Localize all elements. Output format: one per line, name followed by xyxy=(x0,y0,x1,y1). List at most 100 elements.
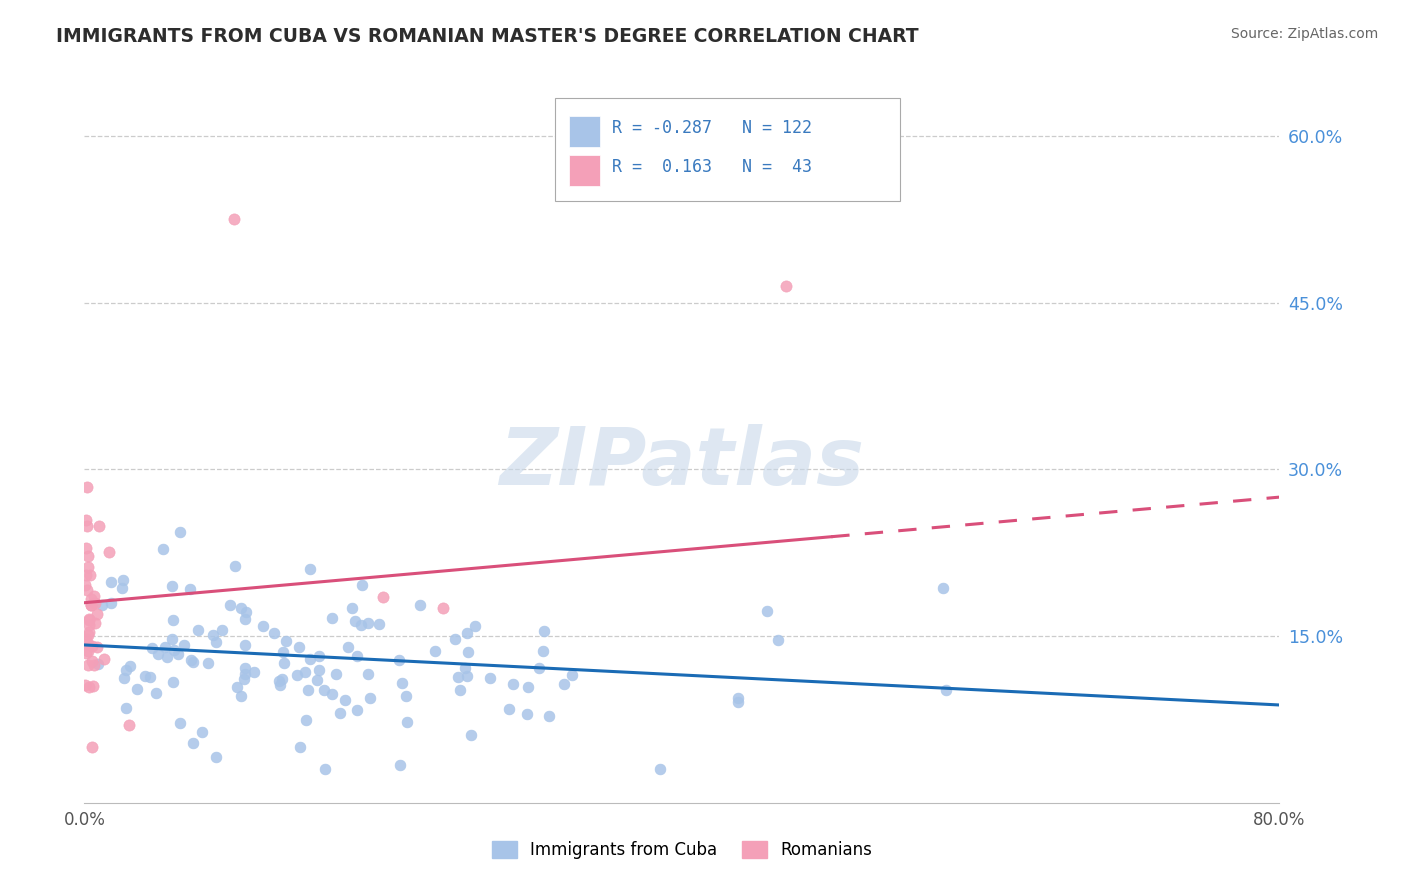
Point xyxy=(775,279,797,293)
Point xyxy=(235,605,257,619)
Point xyxy=(391,676,413,690)
Point xyxy=(141,641,163,656)
Point xyxy=(80,592,103,607)
Point xyxy=(755,604,778,618)
Point xyxy=(727,695,749,709)
Point xyxy=(76,644,98,658)
Point xyxy=(243,665,266,680)
Point xyxy=(211,623,233,637)
Point xyxy=(83,657,105,672)
Point xyxy=(218,598,240,612)
Point xyxy=(162,674,184,689)
Point xyxy=(224,559,246,574)
Point xyxy=(456,668,478,682)
Point xyxy=(298,652,321,666)
Point xyxy=(287,640,309,654)
Point xyxy=(502,677,524,691)
Point xyxy=(112,671,135,685)
Point xyxy=(298,562,321,576)
Point xyxy=(229,689,252,703)
Point xyxy=(181,655,204,669)
Point xyxy=(516,706,538,721)
Point xyxy=(357,616,380,631)
Point xyxy=(444,632,467,646)
Point xyxy=(449,683,471,698)
Point xyxy=(269,678,291,692)
Text: R = -0.287   N = 122: R = -0.287 N = 122 xyxy=(612,119,811,136)
Point xyxy=(134,668,156,682)
Point xyxy=(294,665,316,680)
Point xyxy=(86,657,108,672)
Point xyxy=(162,614,184,628)
Point xyxy=(329,706,352,720)
Point xyxy=(233,673,256,687)
Point xyxy=(538,709,561,723)
Point xyxy=(83,589,105,603)
Point xyxy=(111,573,134,587)
Point xyxy=(77,638,100,652)
Point xyxy=(432,601,454,615)
Point xyxy=(274,634,297,648)
Point xyxy=(314,682,336,697)
Point xyxy=(111,581,134,595)
Point xyxy=(80,639,103,653)
Point xyxy=(727,690,749,705)
Point xyxy=(82,654,104,668)
Point xyxy=(294,714,316,728)
Point xyxy=(409,599,432,613)
Point xyxy=(75,541,97,555)
Point xyxy=(368,616,391,631)
Point xyxy=(100,574,122,589)
Point xyxy=(423,644,446,658)
Point xyxy=(75,578,97,592)
Point xyxy=(82,740,104,755)
Point xyxy=(153,640,176,655)
Point xyxy=(179,582,201,597)
Point xyxy=(180,653,202,667)
Point xyxy=(333,692,356,706)
Point xyxy=(77,549,100,563)
Point xyxy=(84,597,107,611)
Point xyxy=(82,679,104,693)
Point xyxy=(163,642,186,657)
Point xyxy=(271,644,294,658)
Point xyxy=(204,635,226,649)
Point xyxy=(139,669,162,683)
Point xyxy=(183,736,205,750)
Point xyxy=(191,724,214,739)
Point xyxy=(187,623,209,637)
Point xyxy=(222,212,245,227)
Point xyxy=(308,648,330,663)
Point xyxy=(229,601,252,615)
Text: ZIPatlas: ZIPatlas xyxy=(499,425,865,502)
Point xyxy=(86,607,108,621)
Point xyxy=(553,676,575,690)
Point xyxy=(314,763,336,777)
Point xyxy=(263,625,285,640)
Point xyxy=(76,582,98,597)
Point xyxy=(173,638,195,652)
Point xyxy=(91,598,114,612)
Point xyxy=(527,661,550,675)
Point xyxy=(233,661,256,675)
Point xyxy=(152,541,174,556)
Point xyxy=(93,652,115,666)
Point xyxy=(169,525,191,540)
Point xyxy=(271,672,294,686)
Point xyxy=(201,628,224,642)
Point xyxy=(162,579,184,593)
Legend: Immigrants from Cuba, Romanians: Immigrants from Cuba, Romanians xyxy=(492,841,872,860)
Point xyxy=(114,700,136,714)
Point xyxy=(127,681,149,696)
Point xyxy=(118,658,141,673)
Point xyxy=(233,638,256,652)
Point xyxy=(321,610,343,624)
Point xyxy=(97,544,120,558)
Point xyxy=(346,649,368,664)
Point xyxy=(935,683,957,698)
Point xyxy=(343,614,366,628)
Point xyxy=(456,625,478,640)
Point xyxy=(100,597,122,611)
Point xyxy=(167,647,190,661)
Point xyxy=(307,673,329,687)
